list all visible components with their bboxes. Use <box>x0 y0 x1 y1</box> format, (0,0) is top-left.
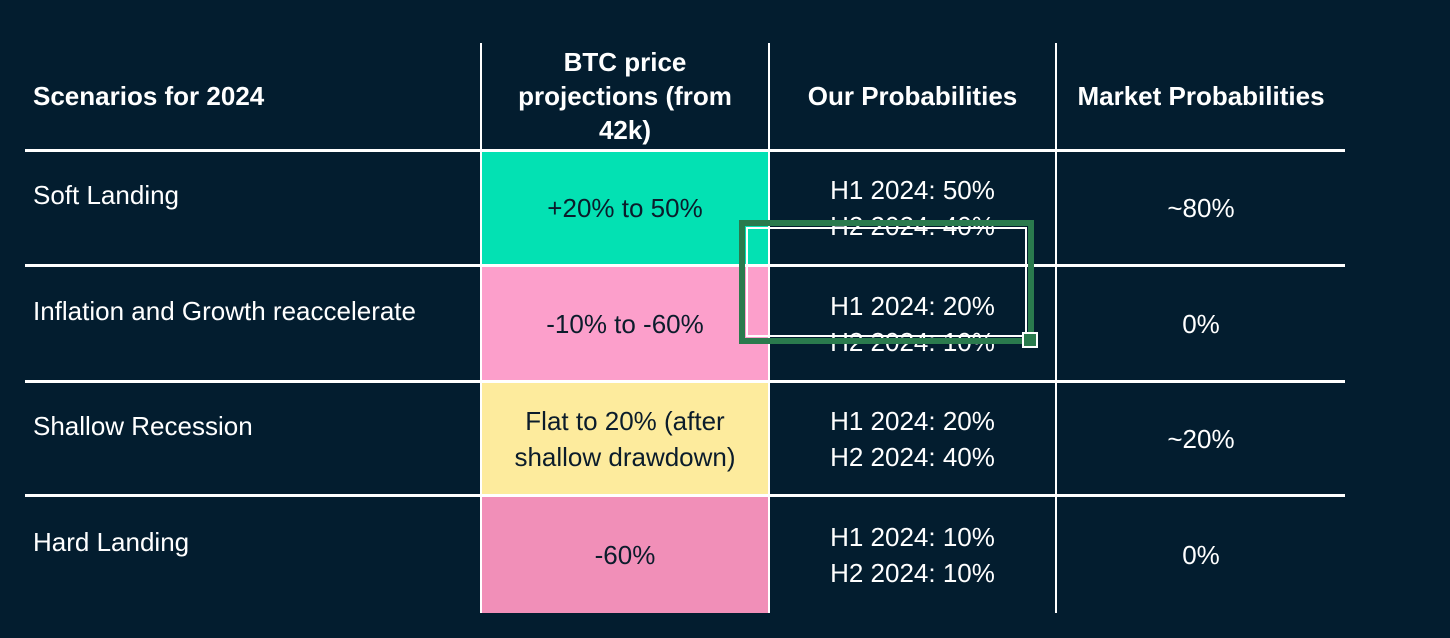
cell-our-prob-hard-landing[interactable]: H1 2024: 10% H2 2024: 10% <box>768 497 1055 613</box>
header-btc-projections[interactable]: BTC price projections (from 42k) <box>480 43 768 152</box>
cell-scenario-shallow-recession[interactable]: Shallow Recession <box>25 383 480 497</box>
our-prob-h1: H1 2024: 20% <box>830 405 995 436</box>
cell-our-prob-shallow-recession[interactable]: H1 2024: 20% H2 2024: 40% <box>768 383 1055 497</box>
header-market-probabilities[interactable]: Market Probabilities <box>1055 43 1345 152</box>
cell-our-prob-soft-landing[interactable]: H1 2024: 50% H2 2024: 40% <box>768 152 1055 267</box>
our-prob-h2: H2 2024: 40% <box>830 441 995 472</box>
cell-scenario-inflation-growth[interactable]: Inflation and Growth reaccelerate <box>25 267 480 383</box>
selected-cell-border <box>739 220 1038 348</box>
our-prob-h1: H1 2024: 10% <box>830 522 995 552</box>
cell-market-prob-shallow-recession[interactable]: ~20% <box>1055 383 1345 497</box>
our-prob-h2: H2 2024: 40% <box>830 211 995 241</box>
header-our-probabilities[interactable]: Our Probabilities <box>768 43 1055 152</box>
cell-market-prob-soft-landing[interactable]: ~80% <box>1055 152 1345 267</box>
header-btc-projections-label: BTC price projections (from 42k) <box>518 47 732 145</box>
header-scenarios[interactable]: Scenarios for 2024 <box>25 43 480 152</box>
our-prob-h2: H2 2024: 10% <box>830 558 995 588</box>
cell-projection-hard-landing[interactable]: -60% <box>480 497 768 613</box>
scenarios-table: Scenarios for 2024 BTC price projections… <box>25 43 1345 613</box>
cell-scenario-hard-landing[interactable]: Hard Landing <box>33 527 190 557</box>
cell-scenario-soft-landing[interactable]: Soft Landing <box>25 152 480 267</box>
cell-projection-shallow-recession[interactable]: Flat to 20% (after shallow drawdown) <box>480 383 768 497</box>
our-prob-h1: H1 2024: 20% <box>830 290 995 321</box>
cell-market-prob-hard-landing[interactable]: 0% <box>1055 497 1345 613</box>
cell-projection-inflation-growth[interactable]: -10% to -60% <box>480 267 768 383</box>
our-prob-h1: H1 2024: 50% <box>830 175 995 205</box>
cell-market-prob-inflation-growth[interactable]: 0% <box>1055 267 1345 383</box>
selection-fill-handle[interactable] <box>1022 332 1038 348</box>
cell-projection-soft-landing[interactable]: +20% to 50% <box>480 152 768 267</box>
